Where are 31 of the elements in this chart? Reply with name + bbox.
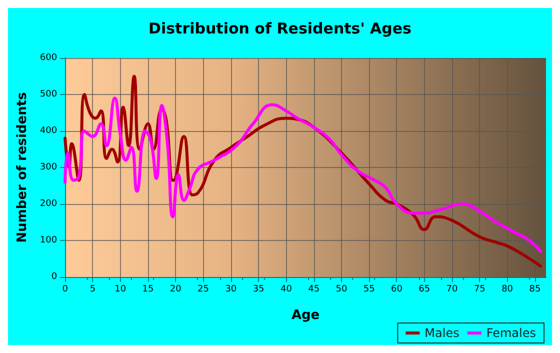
- y-tick-label: 400: [40, 126, 58, 136]
- x-tick-label: 25: [198, 284, 209, 294]
- x-tick-label: 40: [280, 284, 292, 294]
- legend-label: Females: [486, 326, 536, 340]
- y-axis-title: Number of residents: [15, 92, 30, 243]
- y-tick-label: 200: [40, 199, 58, 209]
- x-tick-label: 0: [62, 284, 68, 294]
- x-tick-label: 10: [114, 284, 126, 294]
- y-tick-label: 500: [40, 90, 58, 100]
- x-tick-label: 65: [418, 284, 430, 294]
- x-tick-label: 5: [90, 284, 96, 294]
- x-tick-label: 45: [308, 284, 320, 294]
- y-tick-label: 100: [40, 236, 58, 246]
- chart-title: Distribution of Residents' Ages: [148, 20, 412, 38]
- x-tick-label: 30: [225, 284, 237, 294]
- x-tick-label: 50: [336, 284, 348, 294]
- x-tick-label: 20: [170, 284, 182, 294]
- y-tick-label: 300: [40, 162, 58, 172]
- y-tick-label: 600: [40, 53, 58, 63]
- x-tick-label: 75: [474, 284, 486, 294]
- x-tick-label: 55: [363, 284, 375, 294]
- x-tick-label: 70: [446, 284, 458, 294]
- x-tick-label: 35: [252, 284, 264, 294]
- line-series: [64, 96, 542, 253]
- x-tick-label: 80: [502, 284, 514, 294]
- x-tick-label: 15: [142, 284, 154, 294]
- y-tick-label: 0: [51, 272, 58, 282]
- x-tick-label: 60: [391, 284, 403, 294]
- x-tick-label: 85: [529, 284, 541, 294]
- x-axis-title: Age: [291, 308, 320, 323]
- legend-label: Males: [424, 326, 460, 340]
